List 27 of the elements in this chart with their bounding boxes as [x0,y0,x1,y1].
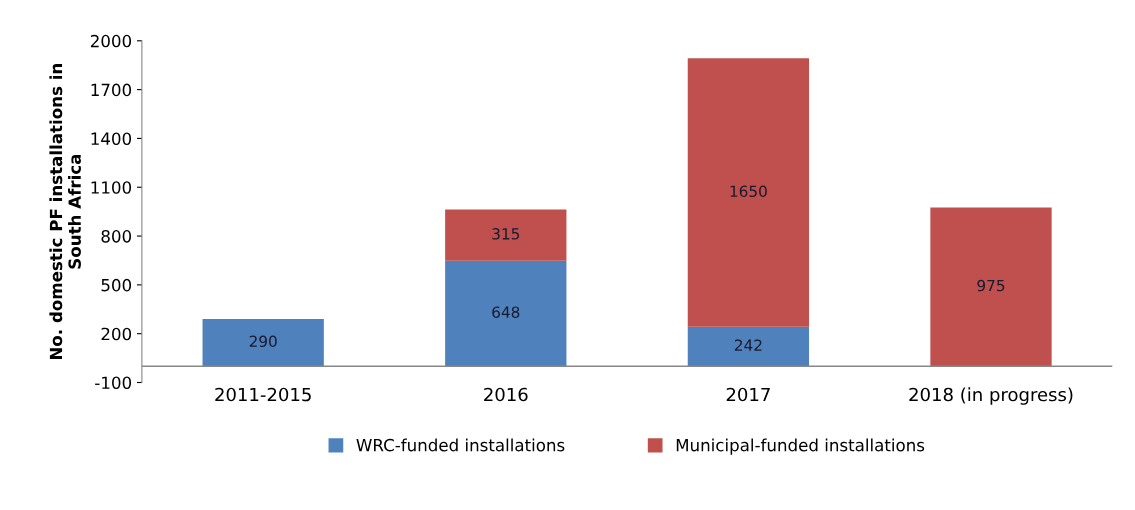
y-tick-label: 200 [101,327,132,341]
bar [930,207,1052,367]
x-tick-label: 2017 [726,387,770,402]
y-tick-label: 1100 [91,181,132,194]
data-label: 315 [492,228,520,240]
bar [445,209,567,261]
data-label: 648 [492,306,520,318]
data-label: 1650 [730,185,767,198]
bar [687,58,810,327]
bar [202,319,324,367]
bar [687,326,810,367]
y-tick-label: 1700 [91,83,132,97]
y-axis-title: No. domestic PF installations in South Africa [49,63,81,360]
x-tick-label: 2016 [484,387,528,402]
data-label: 242 [734,339,762,351]
y-tick-label: 1400 [91,132,132,145]
legend-label: Municipal-funded installations [676,438,925,455]
y-tick-label: 500 [101,278,132,292]
x-tick-label: 2011-2015 [215,387,311,402]
data-label: 290 [249,335,277,348]
x-tick-label: 2018 (in progress) [909,387,1073,405]
y-tick-label: -100 [95,376,132,390]
y-tick-label: 2000 [90,34,132,48]
data-label: 975 [977,279,1005,292]
legend-label: WRC-funded installations [356,438,565,452]
y-tick-label: 800 [101,230,132,243]
bar [445,260,567,367]
